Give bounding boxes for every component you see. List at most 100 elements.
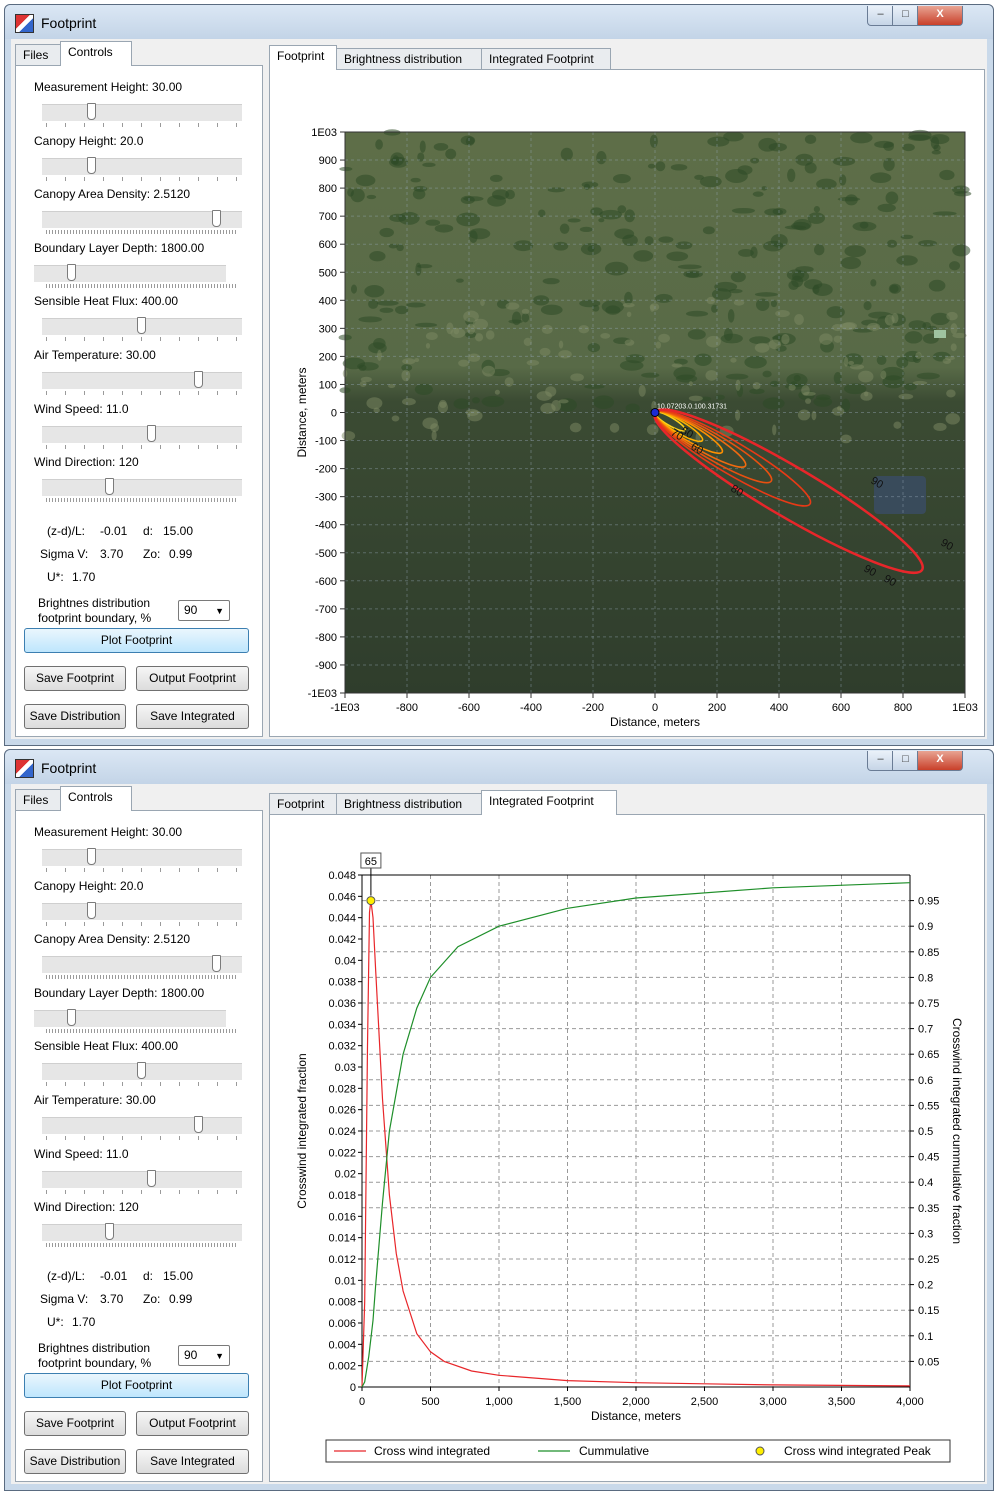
save-integrated-button[interactable]: Save Integrated <box>136 704 249 729</box>
slider-thumb[interactable] <box>212 210 221 228</box>
maximize-button[interactable]: □ <box>892 751 919 771</box>
tab-files[interactable]: Files <box>15 789 61 810</box>
slider-track[interactable] <box>42 1116 242 1134</box>
vegetation-patch <box>600 333 611 339</box>
y-tick-label: 0.046 <box>328 891 356 903</box>
slider-track[interactable] <box>42 103 242 121</box>
slider-thumb[interactable] <box>67 263 76 281</box>
slider-track[interactable] <box>34 263 226 282</box>
slider-thumb[interactable] <box>87 156 96 174</box>
save-footprint-button[interactable]: Save Footprint <box>24 1411 126 1436</box>
slider-thumb[interactable] <box>67 1008 76 1026</box>
vegetation-patch <box>350 188 365 203</box>
vegetation-patch <box>417 264 433 269</box>
vegetation-patch <box>579 226 593 233</box>
minimize-button[interactable]: – <box>867 6 894 26</box>
vegetation-patch <box>772 424 777 436</box>
slider-thumb[interactable] <box>137 1062 146 1080</box>
slider-thumb[interactable] <box>87 901 96 919</box>
y-tick-label: 0.03 <box>335 1062 356 1074</box>
vegetation-patch <box>395 305 409 315</box>
tab-brightness-distribution[interactable]: Brightness distribution <box>336 48 482 69</box>
close-button[interactable]: X <box>917 751 963 771</box>
slider-track[interactable] <box>42 424 242 443</box>
slider-track[interactable] <box>42 210 242 229</box>
close-button[interactable]: X <box>917 6 963 26</box>
slider-thumb[interactable] <box>194 1116 203 1133</box>
slider-track[interactable] <box>42 901 242 920</box>
slider-track[interactable] <box>42 156 242 175</box>
y2-tick-label: 0.9 <box>918 921 933 933</box>
boundary-select[interactable]: 90 ▼ <box>178 1345 230 1366</box>
slider-track[interactable] <box>42 1169 242 1188</box>
save-integrated-button[interactable]: Save Integrated <box>136 1449 249 1474</box>
vegetation-patch <box>755 298 770 311</box>
slider-thumb[interactable] <box>194 371 203 388</box>
output-footprint-button[interactable]: Output Footprint <box>136 666 249 691</box>
vegetation-patch <box>666 251 689 262</box>
vegetation-patch <box>770 300 778 308</box>
vegetation-patch <box>795 153 814 166</box>
slider-thumb[interactable] <box>105 1223 114 1241</box>
chevron-down-icon[interactable]: ▼ <box>215 1351 224 1361</box>
tab-integrated-footprint[interactable]: Integrated Footprint <box>481 48 611 69</box>
slider-track[interactable] <box>42 1223 242 1242</box>
tab-footprint[interactable]: Footprint <box>269 45 337 70</box>
save-distribution-button[interactable]: Save Distribution <box>24 1449 126 1474</box>
vegetation-patch <box>649 134 658 148</box>
save-distribution-button[interactable]: Save Distribution <box>24 704 126 729</box>
vegetation-patch <box>702 226 715 235</box>
slider-track[interactable] <box>42 848 242 866</box>
vegetation-patch <box>465 136 475 146</box>
vegetation-patch <box>898 393 914 400</box>
title-bar[interactable]: Footprint – □ X <box>5 5 993 39</box>
tab-integrated-footprint[interactable]: Integrated Footprint <box>481 790 617 815</box>
slider-thumb[interactable] <box>147 1169 156 1187</box>
tab-footprint[interactable]: Footprint <box>269 793 337 814</box>
vegetation-patch <box>646 424 659 436</box>
chevron-down-icon[interactable]: ▼ <box>215 606 224 616</box>
integrated-footprint-chart[interactable]: 0 500 1,000 1,500 2,000 2,500 3,000 3,500 4,000 0… <box>270 815 984 1481</box>
slider-track[interactable] <box>42 955 242 974</box>
tab-brightness-distribution[interactable]: Brightness distribution <box>336 793 482 814</box>
output-footprint-button[interactable]: Output Footprint <box>136 1411 249 1436</box>
tab-controls[interactable]: Controls <box>60 41 132 66</box>
slider-track[interactable] <box>42 371 242 389</box>
vegetation-patch <box>883 157 895 172</box>
vegetation-patch <box>750 157 760 164</box>
slider-track[interactable] <box>42 478 242 497</box>
vegetation-patch <box>396 244 404 252</box>
y-tick-label: 800 <box>319 183 337 195</box>
title-bar[interactable]: Footprint – □ X <box>5 750 993 784</box>
tab-files[interactable]: Files <box>15 44 61 65</box>
slider-track[interactable] <box>34 1008 226 1027</box>
save-footprint-button[interactable]: Save Footprint <box>24 666 126 691</box>
y-tick-label: 0.032 <box>328 1041 356 1053</box>
slider-thumb[interactable] <box>87 103 96 120</box>
slider-thumb[interactable] <box>87 848 96 865</box>
vegetation-patch <box>918 240 937 247</box>
vegetation-patch <box>390 152 405 166</box>
slider-thumb[interactable] <box>105 478 114 496</box>
minimize-button[interactable]: – <box>867 751 894 771</box>
x-tick-label: -600 <box>458 702 480 714</box>
tab-controls[interactable]: Controls <box>60 786 132 811</box>
plot-footprint-button[interactable]: Plot Footprint <box>24 1373 249 1398</box>
slider-thumb[interactable] <box>212 955 221 973</box>
vegetation-patch <box>685 310 709 317</box>
slider-thumb[interactable] <box>147 424 156 442</box>
plot-footprint-button[interactable]: Plot Footprint <box>24 628 249 653</box>
maximize-button[interactable]: □ <box>892 6 919 26</box>
vegetation-patch <box>593 395 615 409</box>
slider-track[interactable] <box>42 317 242 336</box>
slider-ticks <box>46 230 238 235</box>
y-tick-label: -900 <box>315 660 337 672</box>
slider-track[interactable] <box>42 1062 242 1081</box>
stat-text: 1.70 <box>72 570 96 584</box>
footprint-map[interactable]: 1E039008007006005004003002001000-100-200… <box>270 70 984 736</box>
boundary-select[interactable]: 90 ▼ <box>178 600 230 621</box>
peak-point[interactable] <box>366 896 376 906</box>
slider-thumb[interactable] <box>137 317 146 335</box>
vegetation-patch <box>723 327 733 341</box>
contour-label: 90 <box>881 573 898 590</box>
